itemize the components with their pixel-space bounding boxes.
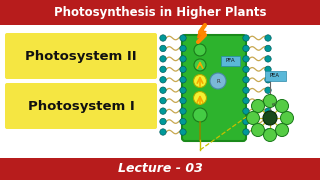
FancyBboxPatch shape	[0, 0, 320, 25]
Circle shape	[243, 97, 249, 104]
Circle shape	[243, 118, 249, 125]
Circle shape	[160, 87, 166, 93]
Text: Photosystem II: Photosystem II	[25, 50, 137, 62]
Circle shape	[263, 94, 276, 107]
Circle shape	[265, 45, 271, 52]
Circle shape	[246, 111, 260, 125]
Circle shape	[180, 76, 186, 83]
Circle shape	[265, 108, 271, 114]
Circle shape	[160, 56, 166, 62]
Circle shape	[180, 45, 186, 52]
FancyBboxPatch shape	[5, 33, 157, 79]
Circle shape	[160, 118, 166, 125]
Circle shape	[160, 97, 166, 104]
Text: e⁻: e⁻	[272, 102, 278, 107]
Circle shape	[210, 73, 226, 89]
Circle shape	[243, 56, 249, 62]
Text: PEA: PEA	[270, 73, 280, 78]
Circle shape	[160, 35, 166, 41]
Text: R: R	[216, 78, 220, 84]
Circle shape	[194, 59, 206, 71]
Circle shape	[252, 100, 264, 112]
Circle shape	[263, 111, 277, 125]
Circle shape	[276, 123, 289, 136]
Text: Photosynthesis in Higher Plants: Photosynthesis in Higher Plants	[54, 6, 266, 19]
Circle shape	[243, 35, 249, 41]
Circle shape	[180, 56, 186, 62]
Circle shape	[243, 129, 249, 135]
Text: Lecture - 03: Lecture - 03	[117, 163, 203, 175]
Circle shape	[276, 100, 289, 112]
Circle shape	[265, 118, 271, 125]
Circle shape	[265, 129, 271, 135]
Circle shape	[243, 45, 249, 52]
Circle shape	[160, 129, 166, 135]
Circle shape	[263, 129, 276, 141]
Circle shape	[265, 97, 271, 104]
Circle shape	[180, 108, 186, 114]
Circle shape	[265, 66, 271, 73]
Circle shape	[252, 123, 264, 136]
Circle shape	[265, 87, 271, 93]
Text: Photosystem I: Photosystem I	[28, 100, 134, 112]
Circle shape	[160, 76, 166, 83]
Circle shape	[160, 108, 166, 114]
Circle shape	[243, 87, 249, 93]
Circle shape	[194, 91, 206, 105]
Circle shape	[180, 118, 186, 125]
Circle shape	[265, 35, 271, 41]
Circle shape	[243, 76, 249, 83]
Circle shape	[194, 75, 206, 87]
Circle shape	[281, 111, 293, 125]
FancyBboxPatch shape	[220, 55, 239, 66]
FancyBboxPatch shape	[5, 83, 157, 129]
Circle shape	[180, 87, 186, 93]
Circle shape	[160, 45, 166, 52]
Circle shape	[265, 56, 271, 62]
Circle shape	[180, 97, 186, 104]
Circle shape	[180, 129, 186, 135]
FancyBboxPatch shape	[182, 35, 246, 141]
Text: PFA: PFA	[225, 58, 235, 63]
FancyBboxPatch shape	[0, 158, 320, 180]
Circle shape	[193, 108, 207, 122]
Circle shape	[194, 44, 206, 56]
Circle shape	[160, 66, 166, 73]
Circle shape	[180, 66, 186, 73]
Circle shape	[265, 76, 271, 83]
Circle shape	[243, 66, 249, 73]
Circle shape	[180, 35, 186, 41]
FancyBboxPatch shape	[265, 71, 285, 80]
Circle shape	[243, 108, 249, 114]
